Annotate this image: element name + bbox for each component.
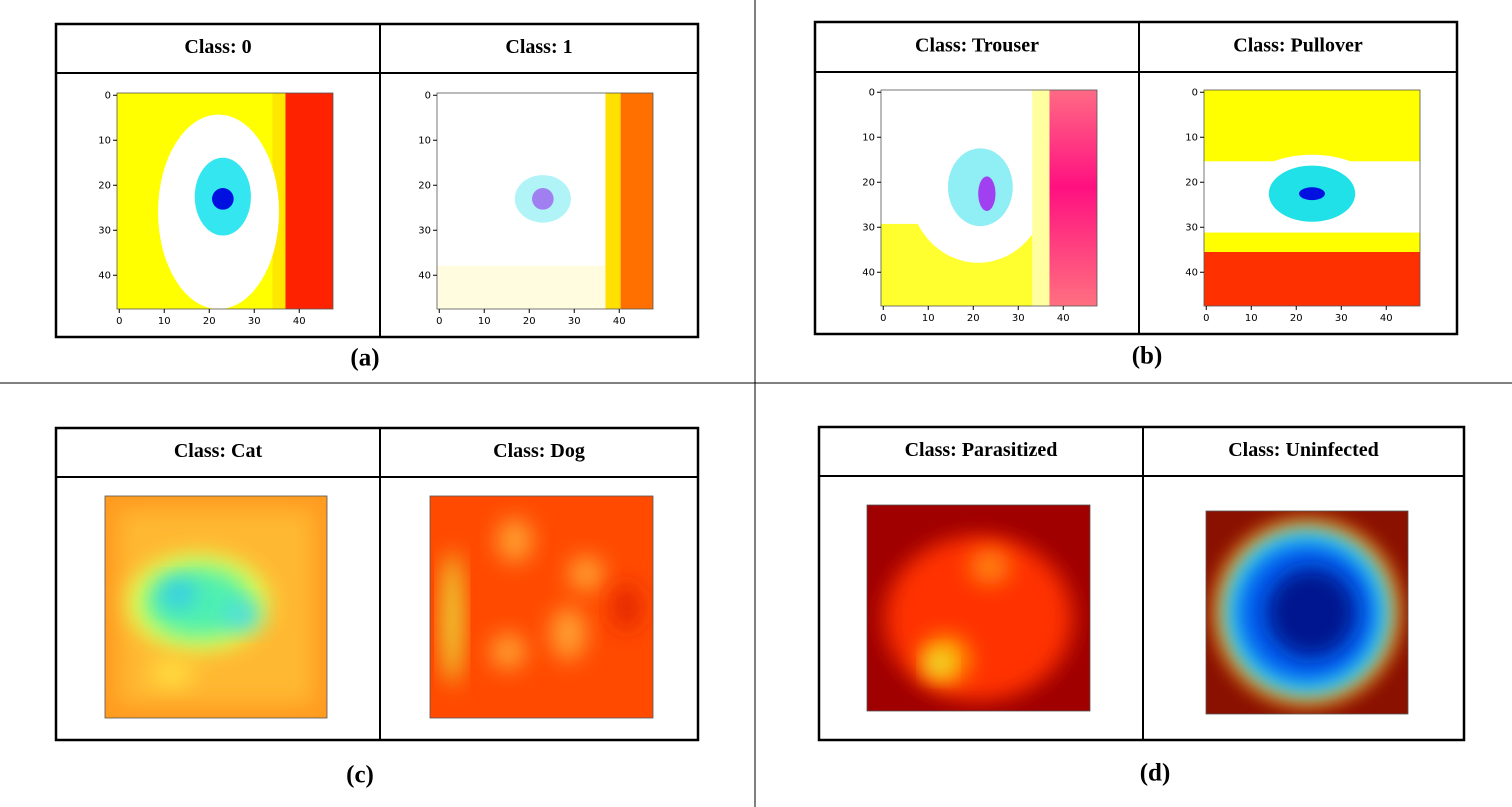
panel-frame xyxy=(54,22,700,339)
x-tick-label: 0 xyxy=(436,316,442,327)
panel-caption: (c) xyxy=(346,762,374,789)
heat-region xyxy=(1049,90,1097,306)
x-tick-label: 20 xyxy=(967,313,980,324)
y-tick-label: 20 xyxy=(98,180,111,191)
y-tick-label: 30 xyxy=(1185,222,1198,233)
cell-title: Class: Uninfected xyxy=(1228,439,1379,461)
y-tick-label: 40 xyxy=(1185,267,1198,278)
y-tick-label: 30 xyxy=(862,222,875,233)
x-tick-label: 10 xyxy=(922,313,935,324)
heatmap-border xyxy=(866,504,1091,712)
x-tick-label: 0 xyxy=(116,316,122,327)
heat-region xyxy=(490,633,526,670)
heat-region xyxy=(1266,567,1356,658)
heatmap xyxy=(437,93,653,309)
cell-title: Class: Trouser xyxy=(915,35,1039,57)
x-tick-label: 0 xyxy=(880,313,886,324)
panel-frame xyxy=(54,426,700,742)
y-tick-label: 0 xyxy=(425,90,431,101)
x-tick-label: 30 xyxy=(1335,313,1348,324)
panel-caption: (a) xyxy=(350,345,379,372)
panel-frame xyxy=(813,20,1459,336)
heat-region xyxy=(437,265,606,309)
heat-region xyxy=(285,93,333,309)
heat-region xyxy=(1299,187,1325,201)
heat-region xyxy=(149,660,194,687)
y-tick-label: 0 xyxy=(869,87,875,98)
y-tick-label: 40 xyxy=(98,270,111,281)
heatmap xyxy=(430,496,653,718)
cell-title: Class: 0 xyxy=(184,36,251,58)
y-tick-label: 20 xyxy=(418,180,431,191)
heat-region xyxy=(212,188,234,210)
heatmap xyxy=(117,93,333,309)
x-tick-label: 40 xyxy=(1057,313,1070,324)
heatmap-border xyxy=(1203,89,1421,307)
heatmap-border xyxy=(104,495,328,719)
x-tick-label: 40 xyxy=(293,316,306,327)
heatmap xyxy=(881,90,1097,306)
y-tick-label: 0 xyxy=(1192,87,1198,98)
heat-region xyxy=(978,176,996,211)
heatmap xyxy=(1204,90,1420,306)
cell-title: Class: Pullover xyxy=(1233,35,1363,57)
x-tick-label: 40 xyxy=(1380,313,1393,324)
y-tick-label: 30 xyxy=(98,225,111,236)
x-tick-label: 30 xyxy=(248,316,261,327)
heat-region xyxy=(605,93,621,309)
x-tick-label: 10 xyxy=(158,316,171,327)
y-tick-label: 30 xyxy=(418,225,431,236)
y-tick-label: 40 xyxy=(862,267,875,278)
y-tick-label: 20 xyxy=(862,177,875,188)
x-tick-label: 30 xyxy=(568,316,581,327)
cell-title: Class: 1 xyxy=(505,36,572,58)
x-tick-label: 10 xyxy=(1245,313,1258,324)
heat-region xyxy=(1032,90,1050,306)
heatmap-border xyxy=(1205,510,1409,715)
panel-frame xyxy=(817,425,1466,742)
y-tick-label: 40 xyxy=(418,270,431,281)
x-tick-label: 10 xyxy=(478,316,491,327)
cell-title: Class: Cat xyxy=(174,440,263,462)
heatmap xyxy=(1206,511,1408,714)
heat-region xyxy=(160,580,197,607)
heatmap xyxy=(105,496,327,718)
y-tick-label: 10 xyxy=(98,135,111,146)
y-tick-label: 10 xyxy=(862,132,875,143)
y-tick-label: 20 xyxy=(1185,177,1198,188)
heatmap-border xyxy=(429,495,654,719)
x-tick-label: 0 xyxy=(1203,313,1209,324)
heat-region xyxy=(1204,252,1420,306)
heat-region xyxy=(496,518,533,563)
cell-title: Class: Parasitized xyxy=(905,439,1058,461)
panel-caption: (d) xyxy=(1140,760,1171,787)
heat-region xyxy=(532,188,554,210)
heat-region xyxy=(224,602,261,630)
heat-region xyxy=(969,548,1010,586)
panel-caption: (b) xyxy=(1132,343,1163,370)
heatmap xyxy=(867,505,1090,711)
heatmap-border xyxy=(116,92,334,310)
x-tick-label: 30 xyxy=(1012,313,1025,324)
heatmap-border xyxy=(436,92,654,310)
heat-region xyxy=(620,93,653,309)
heat-region xyxy=(550,607,587,661)
x-tick-label: 40 xyxy=(613,316,626,327)
heatmap-border xyxy=(880,89,1098,307)
y-tick-label: 10 xyxy=(418,135,431,146)
y-tick-label: 10 xyxy=(1185,132,1198,143)
x-tick-label: 20 xyxy=(523,316,536,327)
heat-region xyxy=(612,584,640,630)
heat-region xyxy=(927,651,950,676)
heat-region xyxy=(272,93,286,309)
heat-region xyxy=(443,551,462,685)
y-tick-label: 0 xyxy=(105,90,111,101)
x-tick-label: 20 xyxy=(203,316,216,327)
heat-region xyxy=(568,555,604,592)
cell-title: Class: Dog xyxy=(493,440,585,462)
x-tick-label: 20 xyxy=(1290,313,1303,324)
